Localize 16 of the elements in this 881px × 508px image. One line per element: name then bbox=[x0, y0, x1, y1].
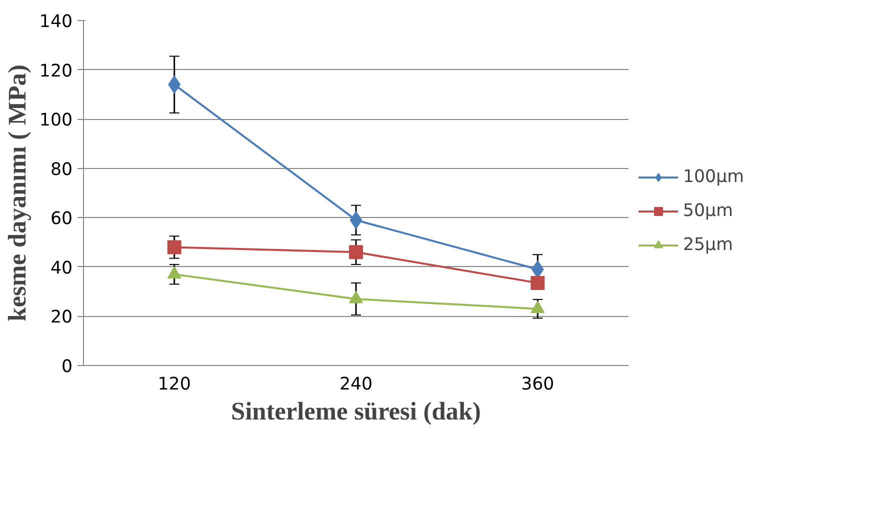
y-tick-label: 120 bbox=[39, 61, 73, 82]
legend-label: 50µm bbox=[683, 201, 733, 221]
y-tick-label: 20 bbox=[50, 308, 73, 328]
legend-label: 100µm bbox=[683, 167, 744, 187]
x-tick-label: 240 bbox=[339, 374, 373, 394]
legend-label: 25µm bbox=[683, 235, 733, 255]
y-tick-label: 80 bbox=[50, 160, 73, 180]
y-tick-label: 100 bbox=[39, 110, 73, 131]
y-axis-title: kesme dayanımı ( MPa) bbox=[3, 64, 32, 322]
x-tick-label: 360 bbox=[521, 374, 554, 394]
y-tick-label: 0 bbox=[61, 357, 73, 377]
y-tick-label: 60 bbox=[50, 209, 73, 230]
y-tick-label: 40 bbox=[50, 258, 73, 278]
x-tick-label: 120 bbox=[158, 374, 191, 394]
y-tick-label: 140 bbox=[39, 12, 73, 32]
x-axis-title: Sinterleme süresi (dak) bbox=[231, 398, 481, 426]
